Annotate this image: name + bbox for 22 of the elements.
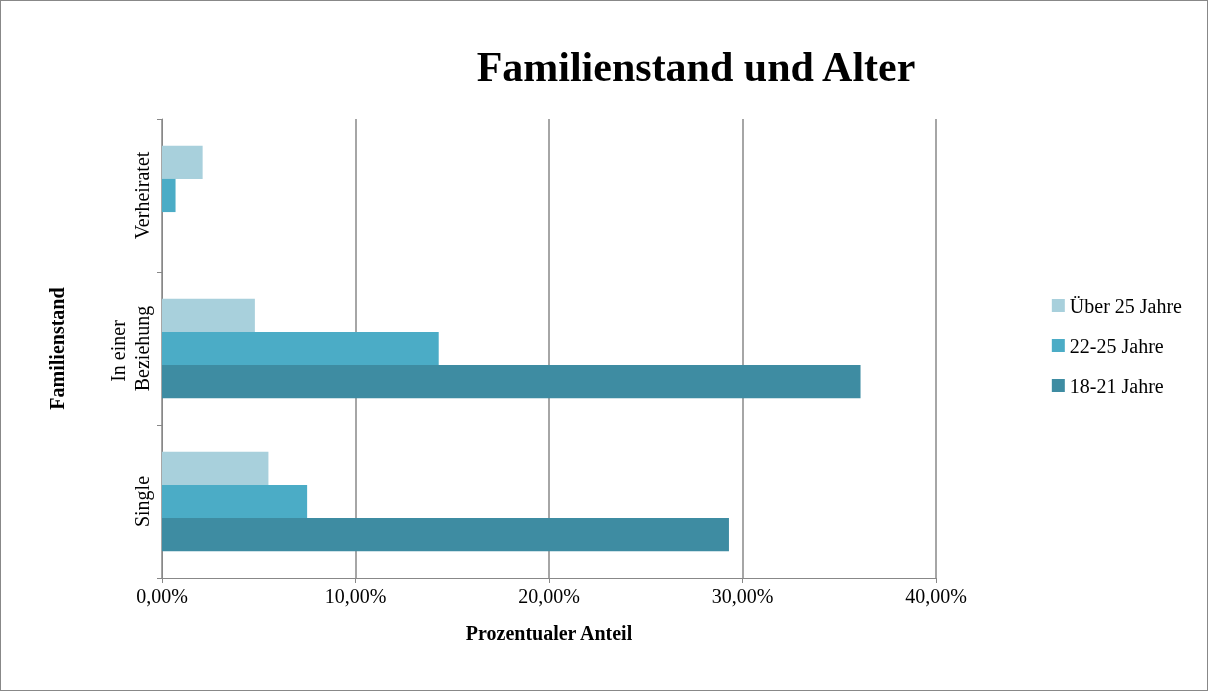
bar bbox=[162, 451, 269, 485]
y-tick-label: In einer Beziehung bbox=[107, 305, 154, 392]
x-tick-label: 20,00% bbox=[518, 585, 580, 607]
bar bbox=[162, 178, 176, 213]
x-tick-label: 40,00% bbox=[905, 585, 967, 607]
x-tick-label: 30,00% bbox=[711, 585, 774, 607]
y-axis-title: Familienstand bbox=[46, 287, 68, 410]
legend-label: 18-21 Jahre bbox=[1069, 374, 1164, 397]
y-tick-label: Single bbox=[131, 475, 154, 528]
x-tick-label: 10,00% bbox=[324, 585, 387, 607]
legend-label: Über 25 Jahre bbox=[1069, 294, 1183, 317]
bar bbox=[162, 145, 203, 179]
x-tick-label: 0,00% bbox=[136, 585, 188, 607]
y-tick-label: Verheiratet bbox=[131, 151, 153, 240]
bar bbox=[162, 298, 255, 332]
x-axis-title: Prozentualer Anteil bbox=[465, 622, 633, 644]
bar bbox=[162, 365, 861, 399]
bar bbox=[162, 331, 439, 366]
bar bbox=[162, 484, 308, 519]
legend-label: 22-25 Jahre bbox=[1069, 334, 1164, 357]
chart-title: Familienstand und Alter bbox=[476, 44, 916, 90]
bar bbox=[162, 518, 729, 552]
